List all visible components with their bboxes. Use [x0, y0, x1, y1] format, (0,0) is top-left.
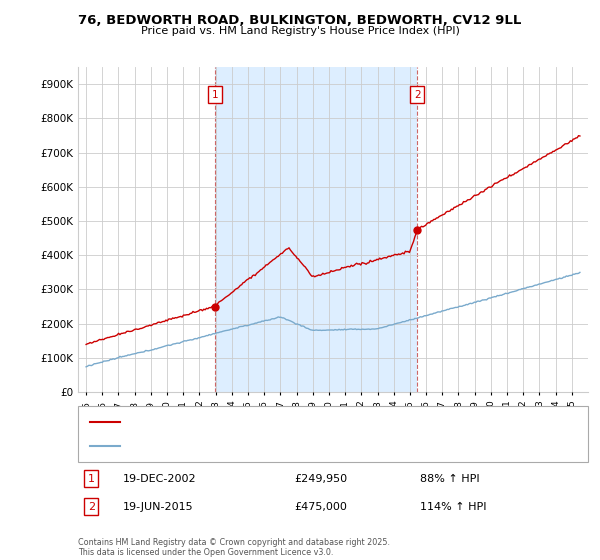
Text: £475,000: £475,000: [294, 502, 347, 512]
Point: [413, 225, 422, 234]
Bar: [215, 67, 418, 392]
Text: 19-JUN-2015: 19-JUN-2015: [123, 502, 194, 512]
Text: 1: 1: [88, 474, 95, 484]
Text: 2: 2: [414, 90, 421, 100]
Text: 1: 1: [212, 90, 218, 100]
Text: 114% ↑ HPI: 114% ↑ HPI: [420, 502, 487, 512]
Text: 19-DEC-2002: 19-DEC-2002: [123, 474, 197, 484]
Text: HPI: Average price, detached house, Nuneaton and Bedworth: HPI: Average price, detached house, Nune…: [126, 441, 426, 451]
Text: Price paid vs. HM Land Registry's House Price Index (HPI): Price paid vs. HM Land Registry's House …: [140, 26, 460, 36]
Text: 76, BEDWORTH ROAD, BULKINGTON, BEDWORTH, CV12 9LL: 76, BEDWORTH ROAD, BULKINGTON, BEDWORTH,…: [79, 14, 521, 27]
Point: [210, 302, 220, 311]
Text: 2: 2: [88, 502, 95, 512]
Text: 76, BEDWORTH ROAD, BULKINGTON, BEDWORTH, CV12 9LL (detached house): 76, BEDWORTH ROAD, BULKINGTON, BEDWORTH,…: [126, 417, 509, 427]
Text: Contains HM Land Registry data © Crown copyright and database right 2025.
This d: Contains HM Land Registry data © Crown c…: [78, 538, 390, 557]
Text: 88% ↑ HPI: 88% ↑ HPI: [420, 474, 479, 484]
Text: £249,950: £249,950: [294, 474, 347, 484]
